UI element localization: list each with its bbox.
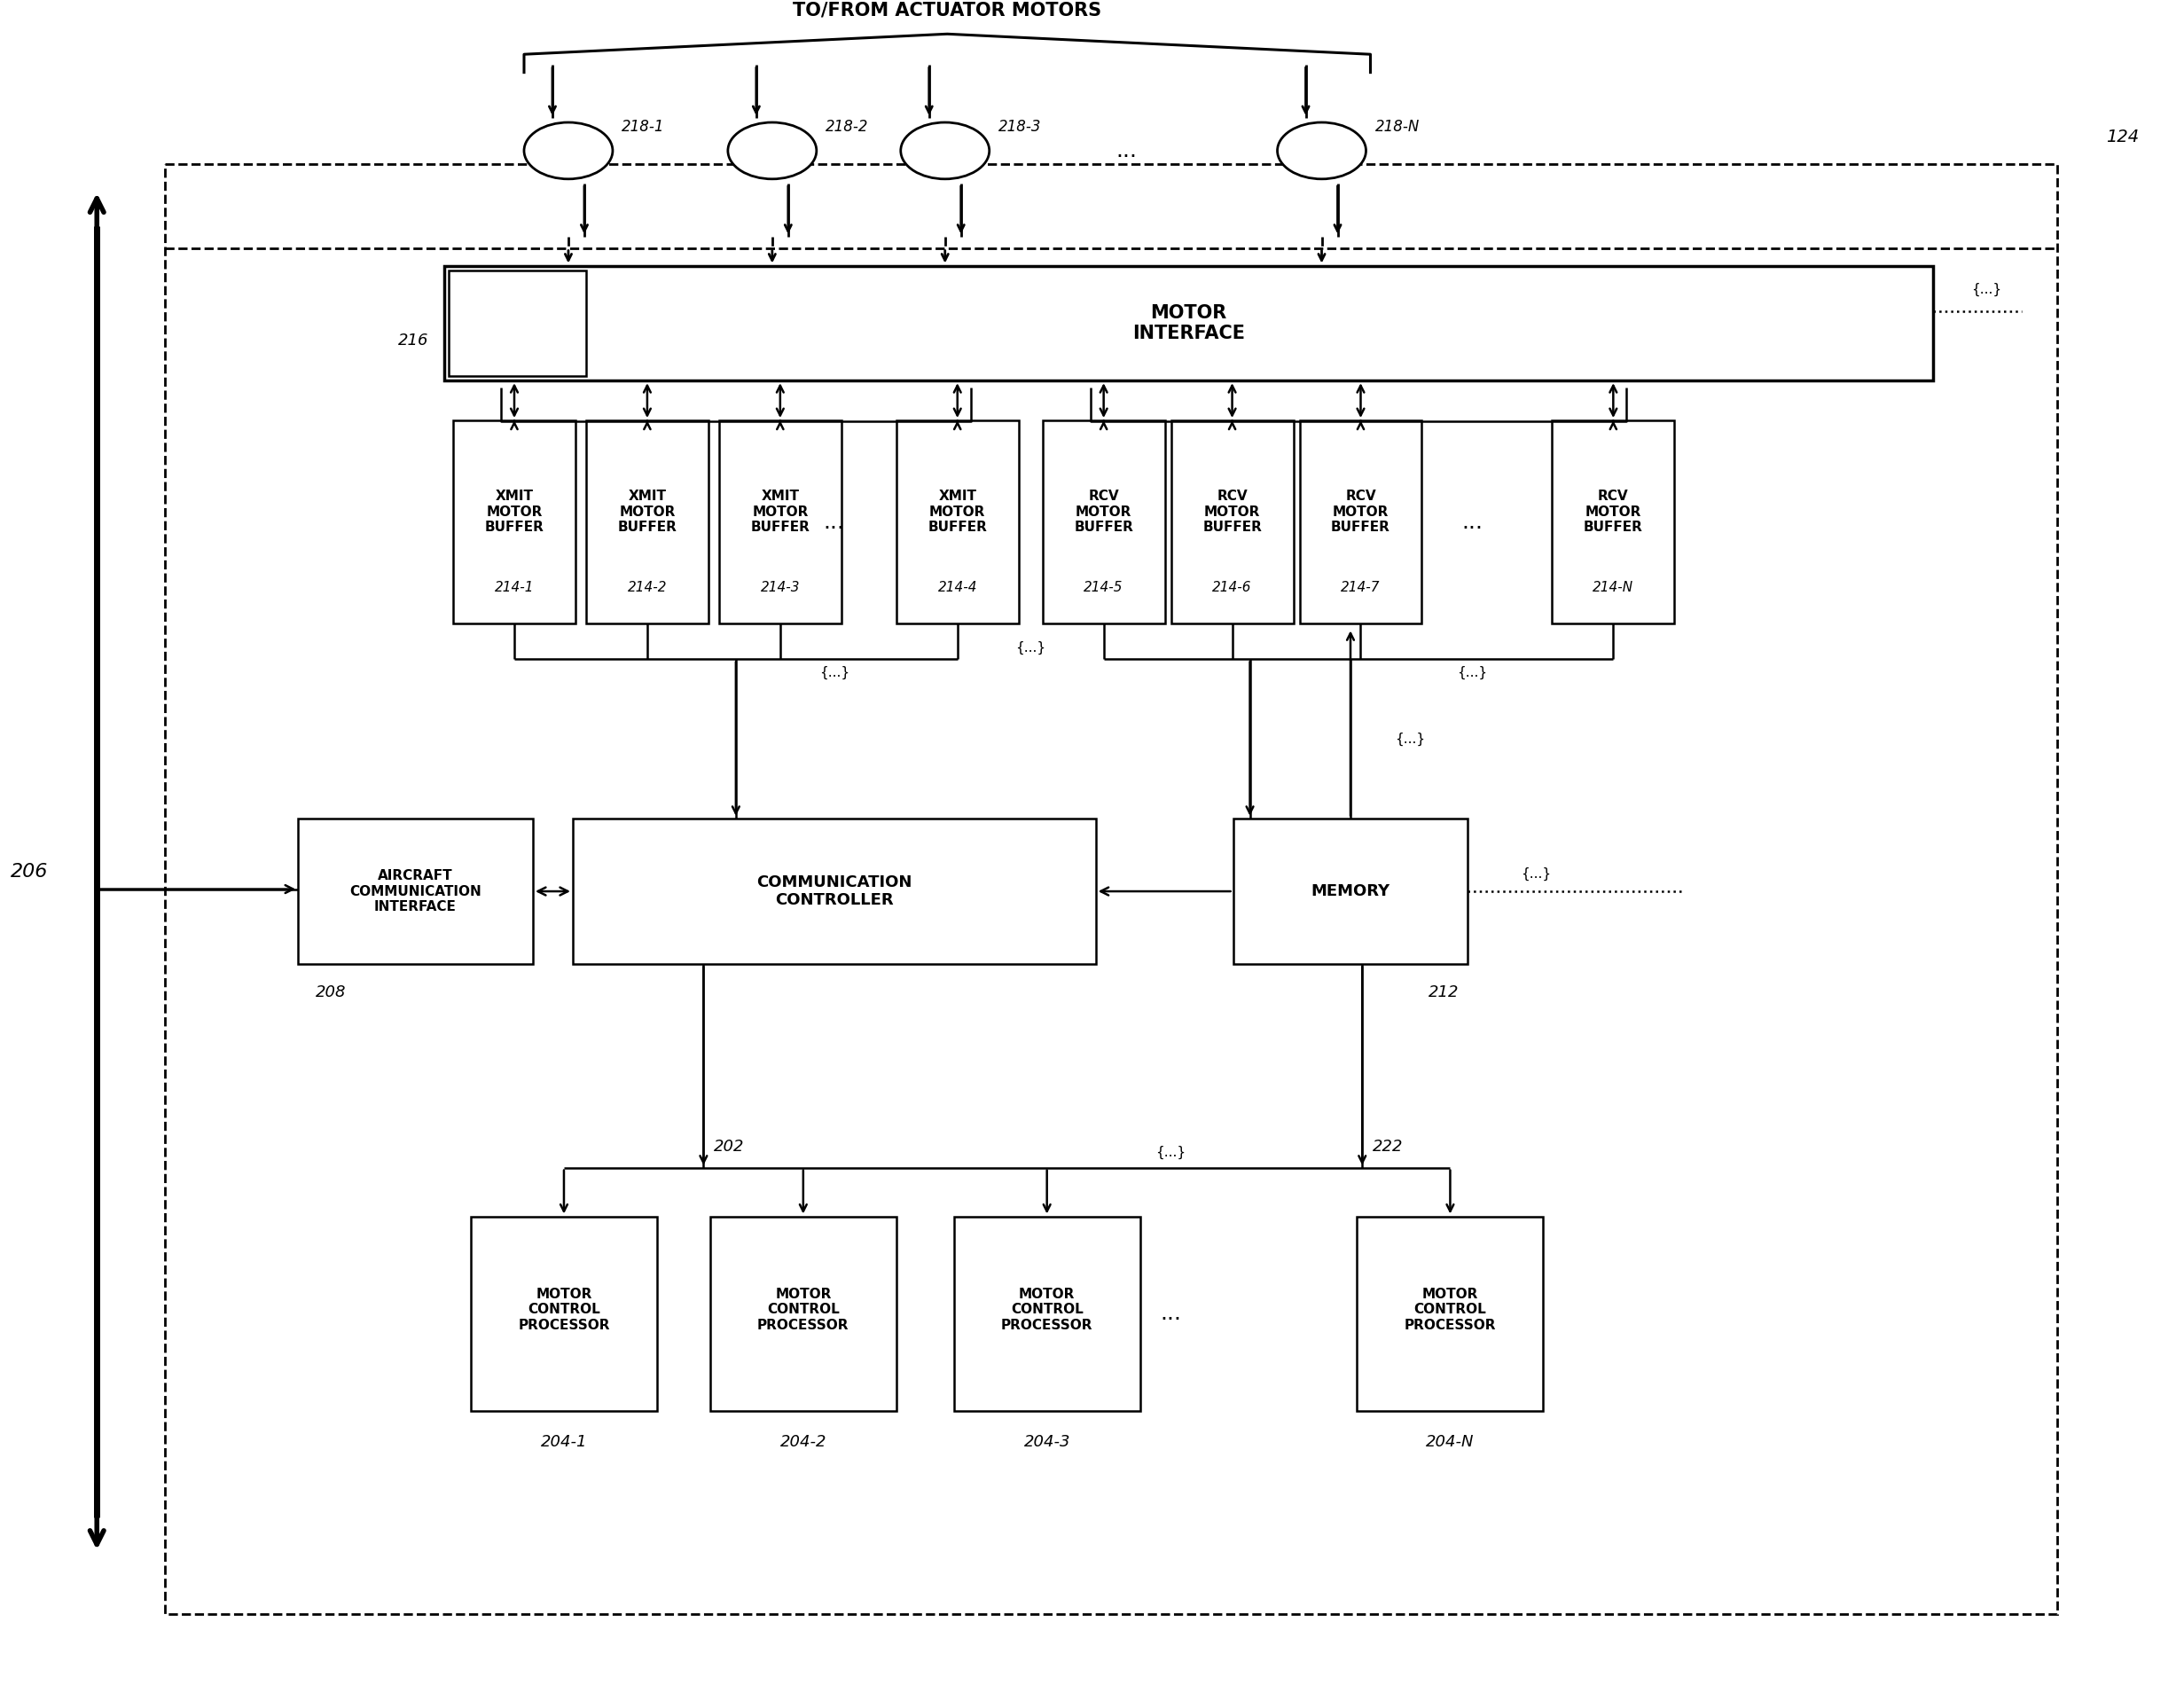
- Bar: [472, 1217, 657, 1410]
- Text: RCV
MOTOR
BUFFER: RCV MOTOR BUFFER: [1330, 490, 1391, 534]
- Text: 214-7: 214-7: [1341, 581, 1380, 593]
- Bar: [719, 420, 841, 623]
- Text: MOTOR
CONTROL
PROCESSOR: MOTOR CONTROL PROCESSOR: [1000, 1287, 1092, 1331]
- Text: 218-3: 218-3: [998, 120, 1042, 135]
- Text: 214-5: 214-5: [1083, 581, 1123, 593]
- Text: XMIT
MOTOR
BUFFER: XMIT MOTOR BUFFER: [618, 490, 677, 534]
- Text: MOTOR
CONTROL
PROCESSOR: MOTOR CONTROL PROCESSOR: [1404, 1287, 1496, 1331]
- Text: 214-4: 214-4: [937, 581, 976, 593]
- Bar: [443, 266, 1933, 381]
- Text: 214-2: 214-2: [627, 581, 666, 593]
- Text: AIRCRAFT
COMMUNICATION
INTERFACE: AIRCRAFT COMMUNICATION INTERFACE: [349, 869, 480, 913]
- Text: 204-3: 204-3: [1024, 1434, 1070, 1449]
- Text: 204-N: 204-N: [1426, 1434, 1474, 1449]
- Bar: [1171, 420, 1293, 623]
- Text: 206: 206: [11, 863, 48, 880]
- Text: {...}: {...}: [1016, 642, 1046, 655]
- Text: MOTOR
INTERFACE: MOTOR INTERFACE: [1133, 303, 1245, 342]
- Text: XMIT
MOTOR
BUFFER: XMIT MOTOR BUFFER: [751, 490, 810, 534]
- Text: ...: ...: [1160, 1303, 1182, 1324]
- Text: 218-N: 218-N: [1376, 120, 1420, 135]
- Text: TO/FROM ACTUATOR MOTORS: TO/FROM ACTUATOR MOTORS: [793, 2, 1101, 19]
- Bar: [1356, 1217, 1544, 1410]
- Text: MOTOR
CONTROL
PROCESSOR: MOTOR CONTROL PROCESSOR: [518, 1287, 609, 1331]
- Text: 218-1: 218-1: [622, 120, 664, 135]
- Bar: [572, 819, 1096, 964]
- Text: 208: 208: [317, 984, 347, 1001]
- Text: RCV
MOTOR
BUFFER: RCV MOTOR BUFFER: [1583, 490, 1642, 534]
- Text: {...}: {...}: [1520, 866, 1551, 880]
- Text: {...}: {...}: [819, 666, 850, 679]
- Bar: [710, 1217, 895, 1410]
- Text: 214-1: 214-1: [494, 581, 535, 593]
- Text: ...: ...: [1116, 140, 1138, 162]
- Bar: [1234, 819, 1468, 964]
- Text: {...}: {...}: [1396, 731, 1426, 745]
- Bar: [585, 420, 708, 623]
- Text: ...: ...: [823, 512, 845, 532]
- Text: RCV
MOTOR
BUFFER: RCV MOTOR BUFFER: [1075, 490, 1133, 534]
- Bar: [954, 1217, 1140, 1410]
- Ellipse shape: [524, 123, 614, 179]
- Bar: [448, 270, 585, 376]
- Text: 212: 212: [1428, 984, 1459, 1001]
- Text: 214-N: 214-N: [1592, 581, 1634, 593]
- Text: 222: 222: [1374, 1139, 1404, 1154]
- Text: 202: 202: [714, 1139, 745, 1154]
- Ellipse shape: [1278, 123, 1365, 179]
- Bar: [895, 420, 1018, 623]
- Text: 218-2: 218-2: [826, 120, 869, 135]
- Bar: [297, 819, 533, 964]
- Bar: [166, 163, 2057, 1614]
- Text: {...}: {...}: [1972, 283, 2001, 297]
- Text: 204-1: 204-1: [542, 1434, 587, 1449]
- Ellipse shape: [900, 123, 989, 179]
- Bar: [1299, 420, 1422, 623]
- Ellipse shape: [727, 123, 817, 179]
- Text: 124: 124: [2105, 130, 2138, 147]
- Text: COMMUNICATION
CONTROLLER: COMMUNICATION CONTROLLER: [756, 875, 913, 908]
- Text: XMIT
MOTOR
BUFFER: XMIT MOTOR BUFFER: [928, 490, 987, 534]
- Text: {...}: {...}: [1155, 1146, 1186, 1159]
- Text: 204-2: 204-2: [780, 1434, 826, 1449]
- Text: 216: 216: [397, 332, 428, 349]
- Bar: [452, 420, 574, 623]
- Text: ...: ...: [1461, 512, 1483, 532]
- Bar: [1553, 420, 1675, 623]
- Text: {...}: {...}: [1457, 666, 1487, 679]
- Text: 214-3: 214-3: [760, 581, 799, 593]
- Text: MOTOR
CONTROL
PROCESSOR: MOTOR CONTROL PROCESSOR: [758, 1287, 850, 1331]
- Bar: [1042, 420, 1164, 623]
- Text: 214-6: 214-6: [1212, 581, 1251, 593]
- Text: RCV
MOTOR
BUFFER: RCV MOTOR BUFFER: [1203, 490, 1262, 534]
- Text: XMIT
MOTOR
BUFFER: XMIT MOTOR BUFFER: [485, 490, 544, 534]
- Text: MEMORY: MEMORY: [1310, 883, 1389, 900]
